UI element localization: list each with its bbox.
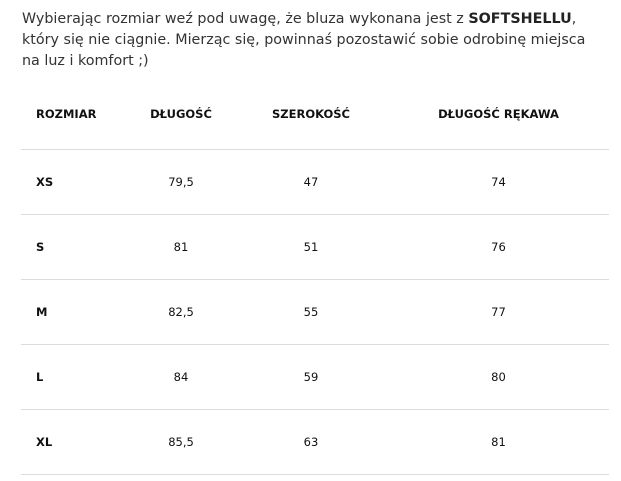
table-row: L 84 59 80 <box>21 344 609 410</box>
cell-width: 47 <box>234 149 388 215</box>
size-chart-table: ROZMIAR DŁUGOŚĆ SZEROKOŚĆ DŁUGOŚĆ RĘKAWA… <box>21 78 609 475</box>
cell-length: 81 <box>128 214 234 280</box>
cell-width: 55 <box>234 279 388 345</box>
intro-text-before: Wybierając rozmiar weź pod uwagę, że blu… <box>22 11 469 27</box>
table-row: S 81 51 76 <box>21 214 609 280</box>
cell-width: 59 <box>234 344 388 410</box>
header-sleeve-length: DŁUGOŚĆ RĘKAWA <box>388 78 609 150</box>
cell-size: XL <box>21 409 128 475</box>
cell-sleeve-length: 81 <box>388 409 609 475</box>
intro-paragraph: Wybierając rozmiar weź pod uwagę, że blu… <box>22 9 602 72</box>
cell-sleeve-length: 77 <box>388 279 609 345</box>
cell-sleeve-length: 80 <box>388 344 609 410</box>
cell-size: L <box>21 344 128 410</box>
table-row: XS 79,5 47 74 <box>21 149 609 215</box>
cell-length: 84 <box>128 344 234 410</box>
cell-width: 63 <box>234 409 388 475</box>
cell-sleeve-length: 74 <box>388 149 609 215</box>
table-row: XL 85,5 63 81 <box>21 409 609 475</box>
cell-length: 85,5 <box>128 409 234 475</box>
cell-size: M <box>21 279 128 345</box>
cell-width: 51 <box>234 214 388 280</box>
header-size: ROZMIAR <box>21 78 128 150</box>
header-length: DŁUGOŚĆ <box>128 78 234 150</box>
intro-text-after: , który się nie ciągnie. Mierząc się, po… <box>22 11 586 69</box>
cell-length: 82,5 <box>128 279 234 345</box>
table-row: M 82,5 55 77 <box>21 279 609 345</box>
cell-sleeve-length: 76 <box>388 214 609 280</box>
table-header-row: ROZMIAR DŁUGOŚĆ SZEROKOŚĆ DŁUGOŚĆ RĘKAWA <box>21 78 609 150</box>
cell-size: XS <box>21 149 128 215</box>
cell-length: 79,5 <box>128 149 234 215</box>
header-width: SZEROKOŚĆ <box>234 78 388 150</box>
intro-bold-material: SOFTSHELLU <box>468 11 572 27</box>
cell-size: S <box>21 214 128 280</box>
